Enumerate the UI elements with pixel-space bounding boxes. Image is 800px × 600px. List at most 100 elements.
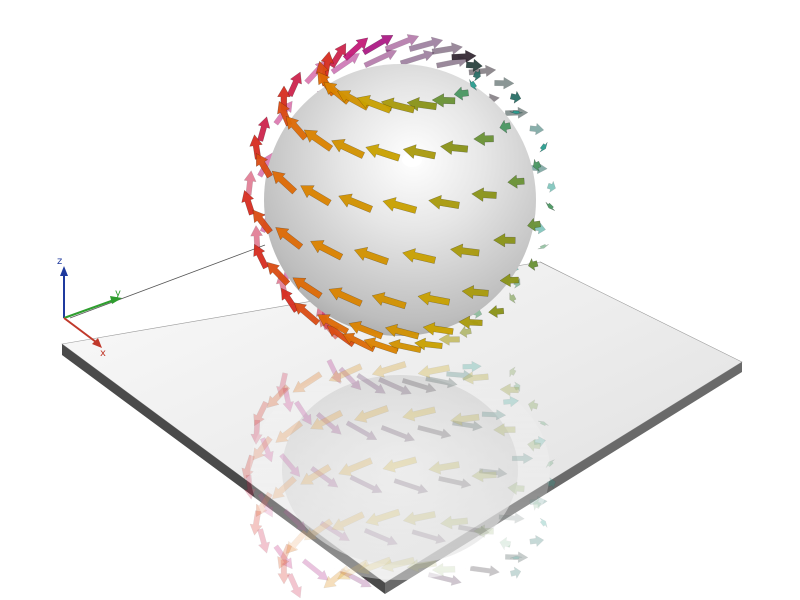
vector-arrow-icon (422, 322, 454, 336)
vector-arrow-icon (414, 337, 443, 351)
vector-arrow-icon (257, 116, 271, 142)
vector-arrow-icon (499, 119, 512, 134)
vector-arrow-icon (286, 572, 302, 599)
vector-arrow-icon (277, 559, 291, 585)
vector-arrow-icon (537, 420, 549, 427)
vector-arrow-icon (348, 320, 384, 340)
vector-arrow-icon (505, 551, 529, 564)
vector-arrow-icon (458, 315, 483, 330)
vector-arrow-icon (276, 372, 289, 398)
vector-arrow-icon (507, 174, 525, 189)
vector-arrow-icon (527, 399, 539, 412)
vector-arrow-icon (453, 86, 469, 101)
vector-arrow-icon (493, 233, 516, 248)
vector-arrow-icon (509, 366, 517, 378)
axis-y-head (110, 296, 122, 304)
vector-arrow-icon (509, 90, 522, 104)
vector-arrow-icon (249, 510, 263, 536)
vector-arrow-icon (529, 122, 545, 136)
axis-z-head (60, 266, 68, 276)
vector-arrow-icon (353, 246, 390, 266)
vector-arrow-icon (408, 36, 444, 53)
vector-arrow-icon (356, 94, 392, 114)
sphere[interactable] (264, 64, 536, 336)
vector-arrow-icon (252, 209, 273, 235)
vector-arrow-icon (527, 217, 541, 232)
vector-arrow-icon (449, 243, 480, 259)
vector-arrow-icon (428, 194, 460, 210)
vector-arrow-icon (331, 138, 366, 159)
vector-arrow-icon (494, 76, 515, 90)
vector-arrow-icon (431, 42, 464, 55)
vector-arrow-icon (293, 302, 321, 326)
vector-arrow-icon (275, 227, 304, 250)
vector-arrow-icon (338, 193, 374, 213)
axis-y-line (63, 299, 115, 319)
vector-arrow-icon (286, 71, 302, 98)
vector-arrow-icon (461, 284, 489, 300)
vector-arrow-icon (539, 142, 548, 153)
vector-arrow-icon (317, 314, 350, 335)
vector-arrow-icon (361, 35, 394, 56)
vector-arrow-icon (462, 360, 482, 373)
vector-arrow-icon (546, 180, 556, 194)
axis-y-label: y (115, 288, 121, 299)
vector-arrow-icon (438, 332, 460, 346)
vector-arrow-icon (292, 277, 323, 299)
vector-arrow-icon (472, 68, 481, 82)
vector-arrow-icon (365, 143, 401, 162)
axis-x-line (63, 317, 97, 343)
vector-arrow-icon (399, 49, 435, 66)
vector-arrow-icon (545, 201, 555, 211)
vector-arrow-icon (417, 291, 451, 306)
axes-triad[interactable]: z y x (57, 256, 122, 359)
vector-arrow-icon (382, 197, 418, 214)
vector-arrow-icon (469, 565, 501, 577)
guide-line-left (69, 244, 266, 319)
vector-arrow-icon (465, 58, 483, 73)
vector-arrow-icon (488, 304, 505, 319)
vector-arrow-icon (285, 116, 309, 141)
vector-arrow-icon (509, 555, 523, 560)
vector-arrow-icon (253, 243, 269, 270)
axis-x-label: x (100, 348, 106, 359)
vector-arrow-icon (328, 287, 363, 307)
vector-arrow-icon (336, 90, 370, 111)
vector-arrow-icon (431, 93, 456, 108)
vector-arrow-icon (537, 243, 549, 250)
vector-arrow-icon (509, 292, 517, 304)
vector-arrow-icon (255, 152, 274, 179)
vector-arrow-icon (266, 261, 291, 287)
vector-arrow-icon (249, 134, 263, 160)
vector-arrow-icon (310, 240, 344, 261)
vector-arrow-icon (281, 287, 300, 313)
reflection-fade (250, 360, 550, 580)
vector-arrow-icon (402, 248, 437, 264)
sphere-highlight (402, 153, 422, 167)
vector-arrow-icon (363, 337, 399, 355)
vector-arrow-icon (439, 140, 469, 156)
vector-arrow-icon (471, 187, 497, 202)
vector-arrow-icon (301, 558, 329, 581)
vector-arrow-icon (342, 332, 376, 353)
vector-field-front (241, 35, 555, 355)
vector-arrow-icon (384, 323, 420, 340)
vector-arrow-icon (527, 257, 539, 272)
sphere-reflection (241, 358, 556, 599)
vector-arrow-icon (529, 534, 545, 548)
vector-arrow-icon (303, 129, 334, 152)
vector-arrow-icon (384, 34, 420, 53)
axis-x-head (92, 338, 102, 348)
vector-arrow-icon (539, 517, 548, 528)
vector-arrow-icon (273, 544, 293, 570)
vector-arrow-icon (253, 400, 269, 427)
vector-arrow-icon (300, 185, 332, 207)
vector-arrow-icon (271, 170, 298, 195)
vector-arrow-icon (509, 566, 522, 580)
vector-arrow-icon (266, 384, 291, 409)
vector-arrow-icon (513, 381, 521, 393)
vector-arrow-icon (509, 110, 523, 115)
vector-arrow-icon (459, 325, 472, 339)
vector-arrow-icon (402, 144, 437, 160)
